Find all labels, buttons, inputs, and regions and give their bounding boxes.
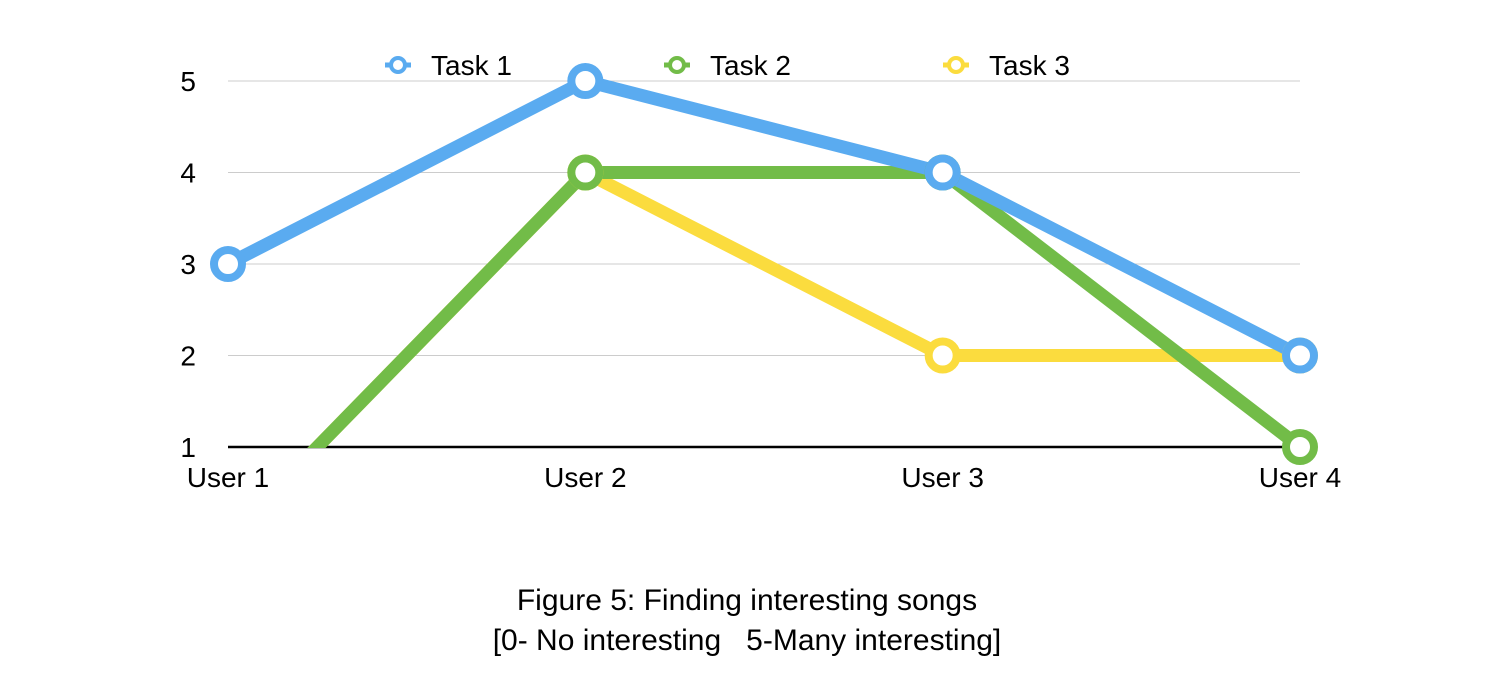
figure-caption: Figure 5: Finding interesting songs [516,584,978,617]
legend-swatch-marker [389,56,407,74]
series-line-task-2 [307,166,1304,448]
y-tick-label: 2 [180,341,196,372]
y-tick-label: 3 [180,249,196,280]
x-axis-ticks: User 1 User 2 User 3 User 4 [187,462,1341,493]
legend-label: Task 3 [989,50,1070,81]
legend-swatch-marker [947,56,965,74]
y-tick-label: 1 [180,432,196,463]
x-tick-label: User 1 [187,462,269,493]
legend-label: Task 2 [710,50,791,81]
y-axis-ticks: 1 2 3 4 5 [180,66,196,463]
data-point [1282,429,1318,465]
x-tick-label: User 4 [1259,462,1341,493]
data-point [567,154,604,191]
x-tick-label: User 3 [901,462,983,493]
series-points [210,63,1318,465]
data-point [567,63,604,99]
legend-label: Task 1 [431,50,512,81]
series-lines [225,74,1304,448]
data-point [924,154,961,191]
figure-caption-scale: [0- No interesting 5-Many interesting] [492,624,1002,657]
x-tick-label: User 2 [544,462,626,493]
legend-swatch-marker [668,56,686,74]
legend: Task 1 Task 2 Task 3 [385,50,1070,81]
data-point [210,246,246,282]
series-line-task-1 [225,74,1303,362]
y-tick-label: 5 [180,66,196,97]
y-tick-label: 4 [180,158,196,189]
data-point [924,337,961,374]
data-point [1282,337,1318,374]
